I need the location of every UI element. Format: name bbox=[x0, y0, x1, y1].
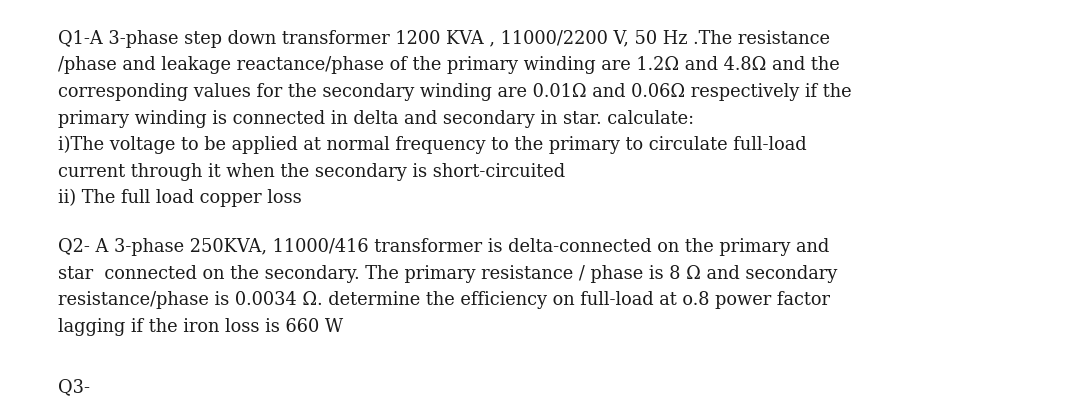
Text: ii) The full load copper loss: ii) The full load copper loss bbox=[58, 189, 301, 207]
Text: lagging if the iron loss is 660 W: lagging if the iron loss is 660 W bbox=[58, 317, 343, 335]
Text: star  connected on the secondary. The primary resistance / phase is 8 Ω and seco: star connected on the secondary. The pri… bbox=[58, 264, 837, 283]
Text: Q2- A 3-phase 250KVA, 11000/416 transformer is delta-connected on the primary an: Q2- A 3-phase 250KVA, 11000/416 transfor… bbox=[58, 238, 829, 256]
Text: current through it when the secondary is short-circuited: current through it when the secondary is… bbox=[58, 163, 565, 181]
Text: Q3-: Q3- bbox=[58, 378, 90, 396]
Text: Q1-A 3-phase step down transformer 1200 KVA , 11000/2200 V, 50 Hz .The resistanc: Q1-A 3-phase step down transformer 1200 … bbox=[58, 30, 831, 48]
Text: primary winding is connected in delta and secondary in star. calculate:: primary winding is connected in delta an… bbox=[58, 110, 694, 127]
Text: corresponding values for the secondary winding are 0.01Ω and 0.06Ω respectively : corresponding values for the secondary w… bbox=[58, 83, 852, 101]
Text: resistance/phase is 0.0034 Ω. determine the efficiency on full-load at o.8 power: resistance/phase is 0.0034 Ω. determine … bbox=[58, 291, 831, 309]
Text: i)The voltage to be applied at normal frequency to the primary to circulate full: i)The voltage to be applied at normal fr… bbox=[58, 136, 807, 154]
Text: /phase and leakage reactance/phase of the primary winding are 1.2Ω and 4.8Ω and : /phase and leakage reactance/phase of th… bbox=[58, 56, 840, 75]
